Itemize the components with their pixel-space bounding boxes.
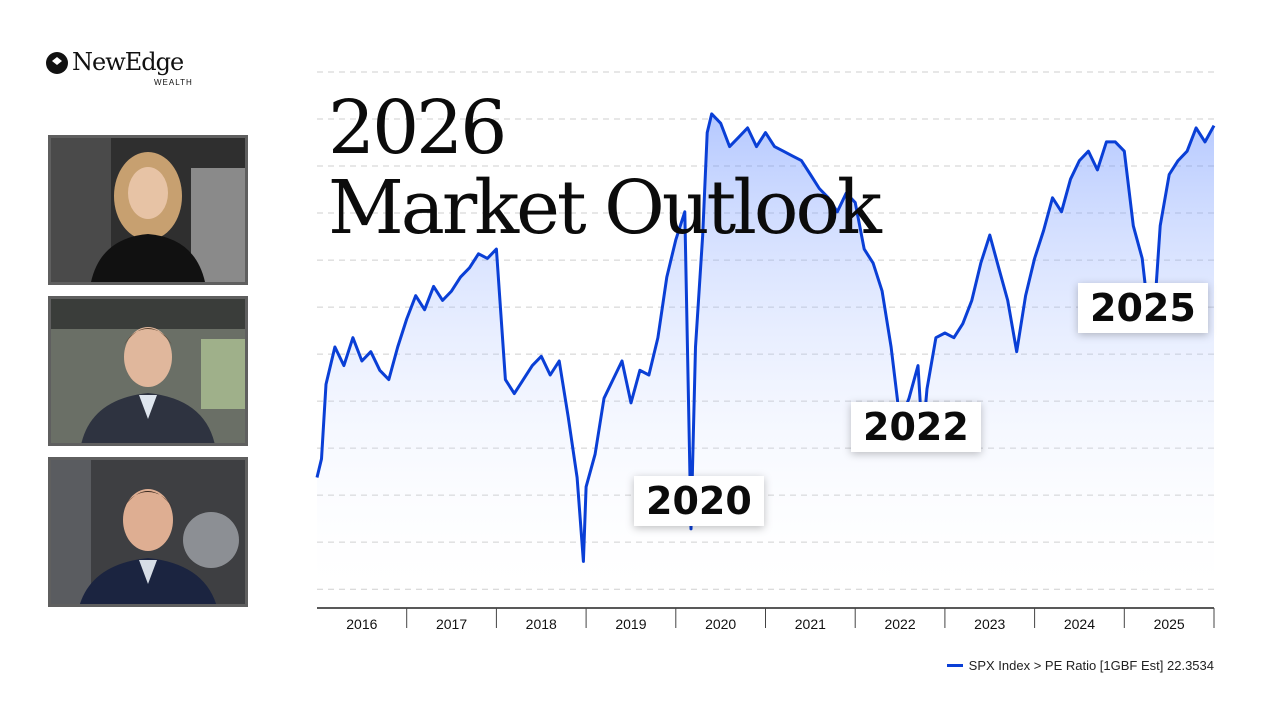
logo-sub: WEALTH [154, 78, 193, 87]
logo-name: NewEdge [72, 48, 184, 76]
callout-2025: 2025 [1078, 283, 1208, 333]
x-tick-label: 2020 [705, 616, 736, 632]
presenter-3-video [48, 457, 248, 607]
chart-legend: SPX Index > PE Ratio [1GBF Est] 22.3534 [946, 658, 1214, 673]
newedge-logo: NewEdge WEALTH [46, 48, 196, 94]
presenter-3-figure [51, 460, 245, 604]
presenter-2-figure [51, 299, 245, 443]
x-tick-label: 2023 [974, 616, 1005, 632]
callout-2022: 2022 [851, 402, 981, 452]
presenter-1-video [48, 135, 248, 285]
x-axis: 2016 2017 2018 2019 2020 2021 2022 2023 2024 2025 [317, 607, 1215, 632]
legend-label: SPX Index > PE Ratio [1GBF Est] 22.3534 [968, 658, 1214, 673]
x-tick-label: 2016 [346, 616, 377, 632]
x-tick-label: 2024 [1064, 616, 1095, 632]
presenter-2-video [48, 296, 248, 446]
logo-mark-icon [46, 52, 68, 74]
title-line-1: 2026 [328, 85, 507, 171]
title-line-2: Market Outlook [328, 165, 882, 251]
x-tick-label: 2018 [526, 616, 557, 632]
x-tick-label: 2022 [884, 616, 915, 632]
callout-2020: 2020 [634, 476, 764, 526]
x-tick-label: 2017 [436, 616, 467, 632]
series-line [315, 112, 1216, 563]
legend-swatch [946, 664, 963, 667]
presenter-1-figure [51, 138, 245, 282]
x-tick-label: 2019 [615, 616, 646, 632]
chart-title: 2026 Market Outlook [328, 85, 882, 251]
x-tick-label: 2025 [1154, 616, 1185, 632]
x-tick-label: 2021 [795, 616, 826, 632]
